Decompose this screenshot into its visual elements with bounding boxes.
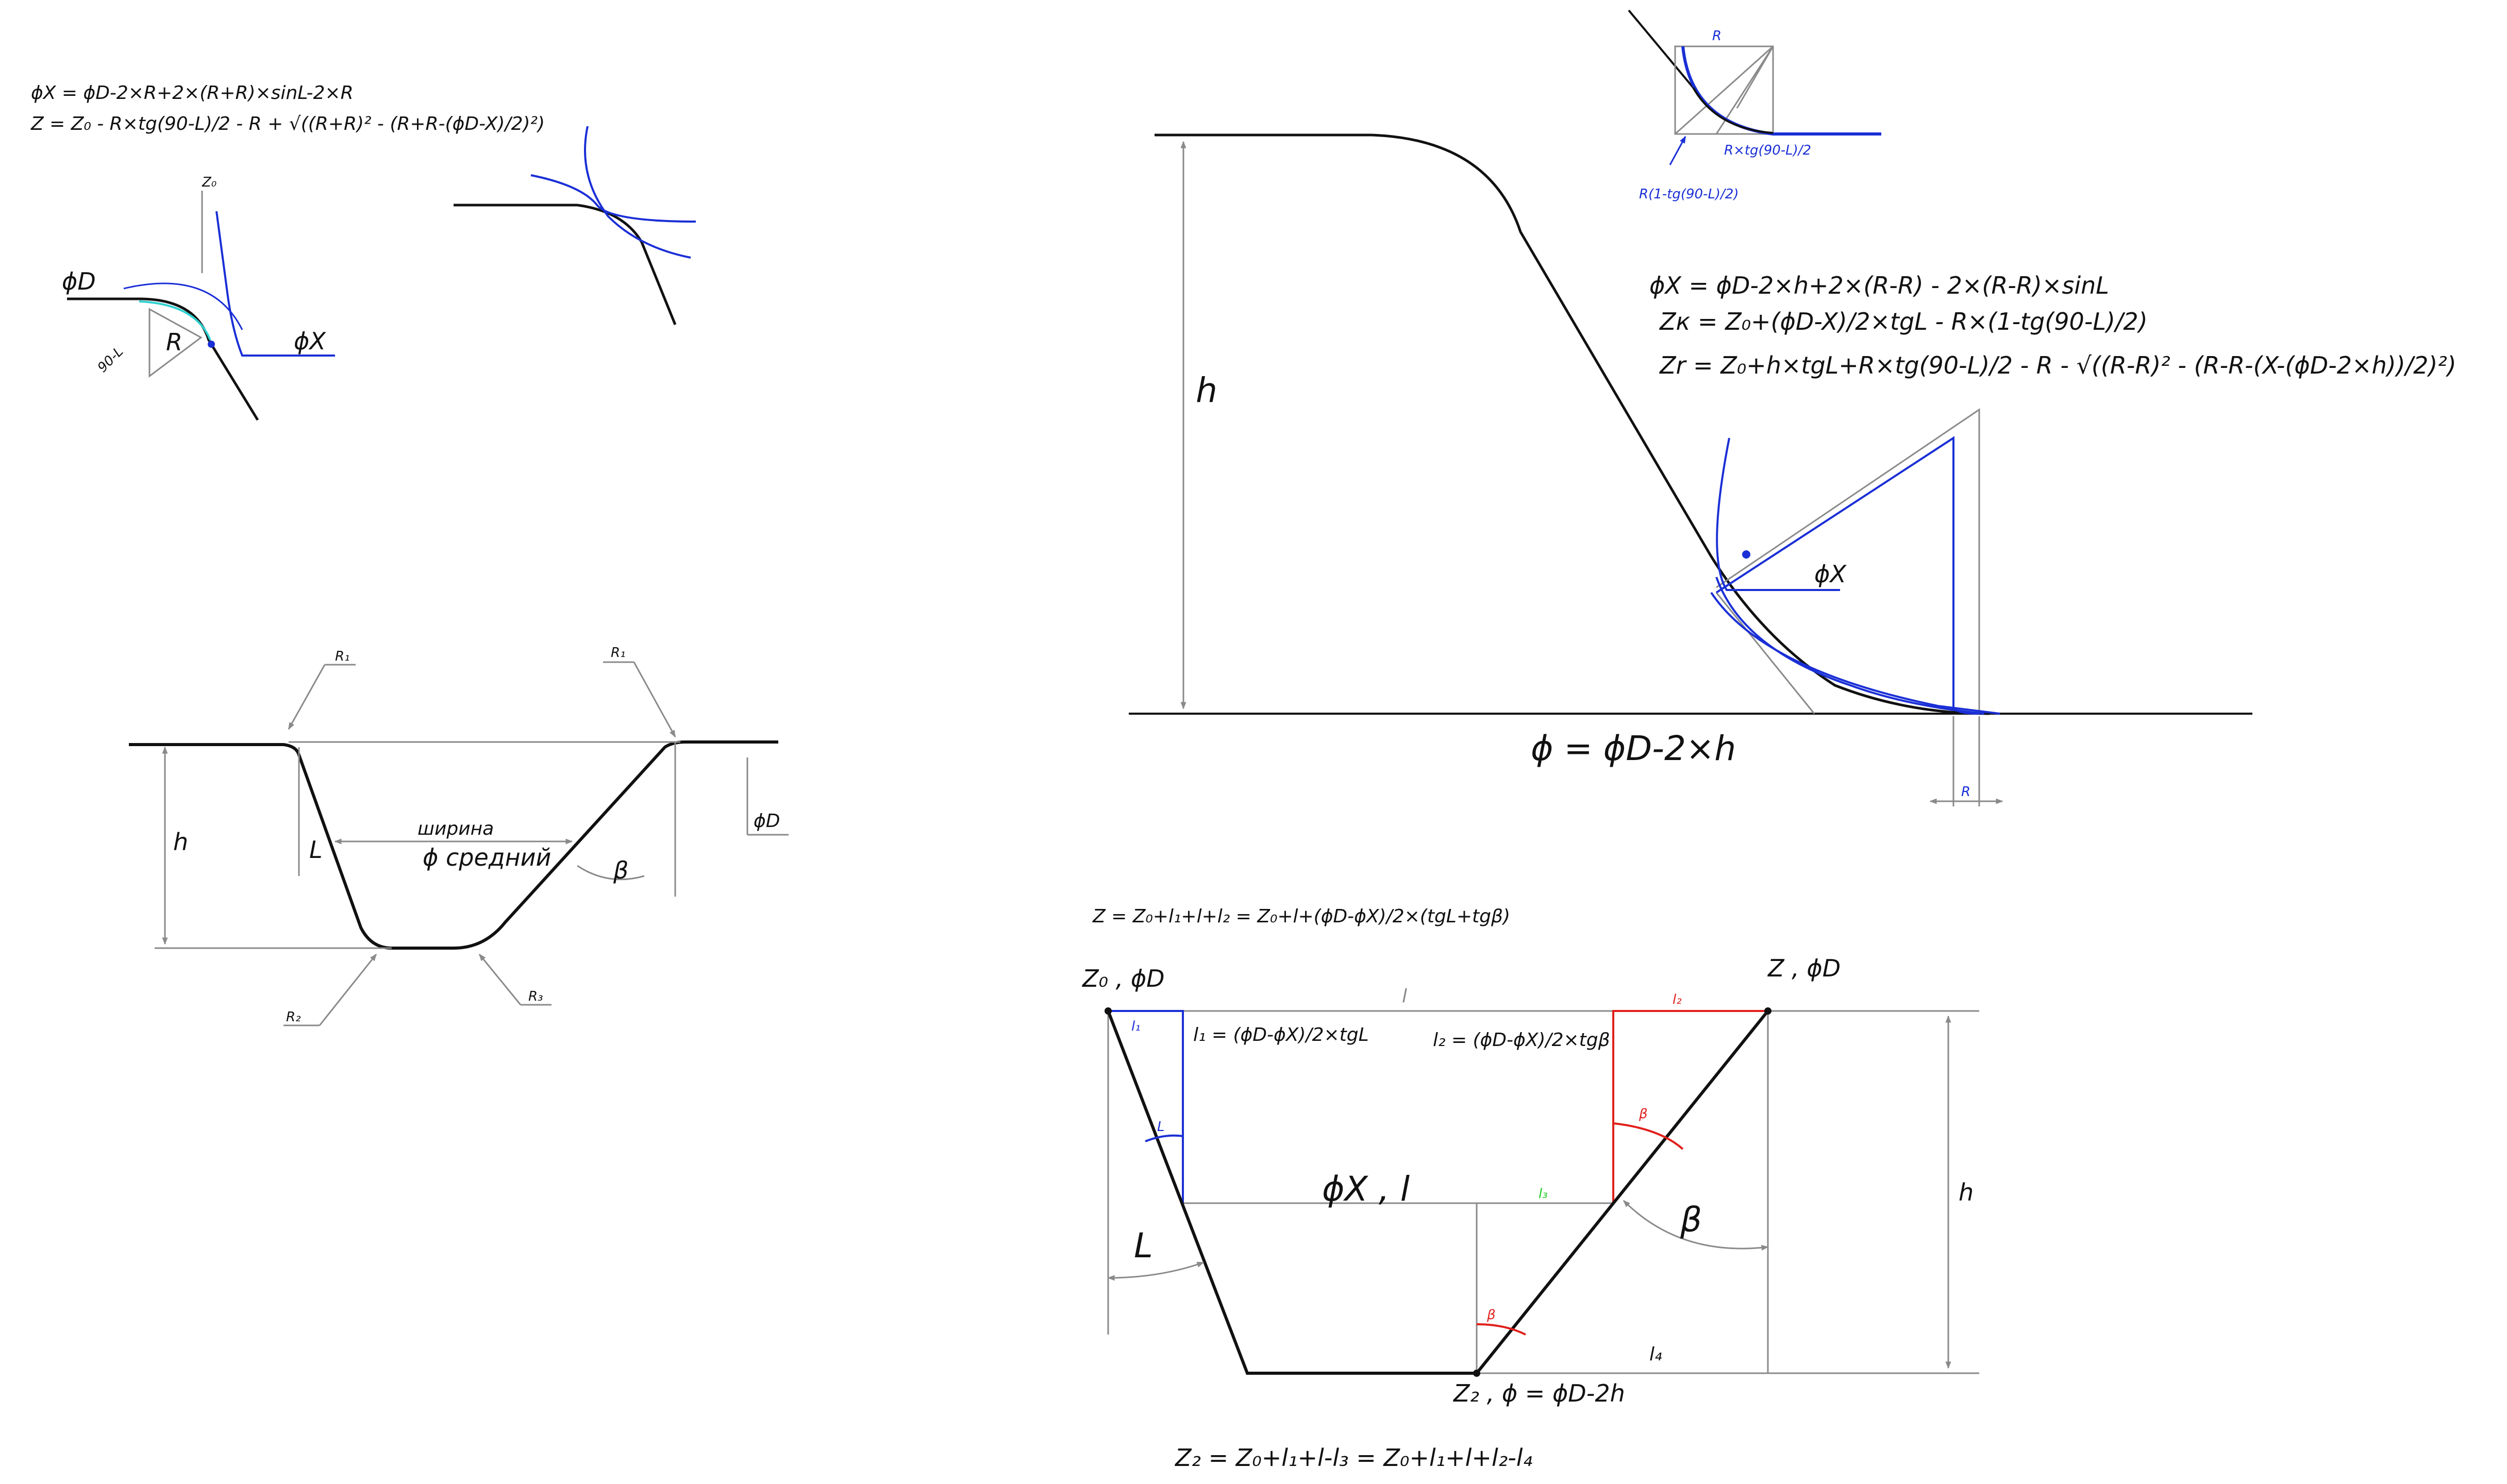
inset-label-r: R	[1712, 28, 1722, 44]
black-curve	[577, 204, 677, 325]
inset-label-r1: R(1-tg(90-L)/2)	[1639, 187, 1739, 202]
leader-r1-left	[288, 664, 326, 730]
alpha-big-arc	[1107, 1261, 1205, 1281]
label-z0: Z₀ , ϕD	[1081, 965, 1165, 992]
formula-phi-x: ϕX = ϕD-2×R+2×(R+R)×sinL-2×R	[31, 82, 354, 104]
label-r: R	[166, 328, 182, 356]
cyan-arc	[139, 300, 211, 341]
top-formula: Z = Z₀+l₁+l+l₂ = Z₀+l+(ϕD-ϕX)/2×(tgL+tgβ…	[1092, 906, 1510, 927]
label-phi-x: ϕX	[294, 327, 326, 355]
point-z0	[1105, 1007, 1112, 1015]
blue-curve-1	[530, 174, 696, 223]
center-dot	[1742, 550, 1750, 559]
blue-arc-outer	[123, 282, 243, 330]
label-z0: Z₀	[202, 175, 217, 190]
inset-leader	[1669, 136, 1686, 165]
label-l2: l₂	[1673, 992, 1682, 1007]
blue-fillet-line	[215, 211, 335, 357]
inset-arc-black	[1692, 87, 1774, 134]
sketch-groove: h L β ширина ϕ средний R₁ R₁ R₂ R₃ ϕD	[129, 645, 789, 1026]
sketch-trapezoid: Z = Z₀+l₁+l+l₂ = Z₀+l+(ϕD-ϕX)/2×(tgL+tgβ…	[1081, 906, 1979, 1472]
label-l1: l₁	[1131, 1019, 1141, 1034]
bottom-formula: Z₂ = Z₀+l₁+l-l₃ = Z₀+l₁+l+l₂-l₄	[1174, 1444, 1532, 1472]
label-l1-formula: l₁ = (ϕD-ϕX)/2×tgL	[1193, 1024, 1369, 1045]
label-z2: Z₂ , ϕ = ϕD-2h	[1452, 1379, 1625, 1407]
sketch-intersection	[454, 126, 696, 325]
sketch-fillet-big: h ϕ = ϕD-2×h ϕX R ϕX = ϕD-2×h+2×(R-R) - …	[1129, 9, 2456, 806]
label-alpha-big: L	[1134, 1226, 1153, 1266]
label-beta-small2: β	[1486, 1307, 1496, 1323]
blue-curve-2	[584, 126, 691, 259]
label-r1-right: R₁	[611, 645, 626, 661]
construct-triangle-outer	[1716, 408, 1980, 714]
leader-r3	[478, 953, 522, 1005]
label-r-dim: R	[1961, 784, 1970, 800]
label-r3: R₃	[528, 989, 543, 1004]
trapezoid-profile	[1107, 1010, 1769, 1375]
label-width: ширина	[417, 818, 494, 839]
label-l2-formula: l₂ = (ϕD-ϕX)/2×tgβ	[1433, 1030, 1610, 1051]
label-phi: ϕ = ϕD-2×h	[1531, 729, 1736, 768]
label-phi-mid: ϕ средний	[423, 844, 551, 871]
label-phi-d: ϕD	[62, 267, 96, 295]
center-dot	[208, 341, 215, 348]
label-h: h	[1196, 370, 1217, 410]
leader-r1-right	[633, 662, 676, 738]
label-beta-small: β	[1639, 1106, 1648, 1122]
blue-curve-c	[1710, 592, 2000, 715]
label-h: h	[173, 828, 188, 856]
beta-small-arc	[1613, 1122, 1684, 1150]
label-r1-left: R₁	[335, 649, 350, 664]
formula-z: Z = Z₀ - R×tg(90-L)/2 - R + √((R+R)² - (…	[30, 113, 545, 134]
beta-big-arc	[1623, 1200, 1769, 1251]
construct-diagonal	[1715, 592, 1815, 714]
beta-arc	[577, 865, 645, 881]
label-phi-d: ϕD	[754, 811, 780, 832]
blue-triangle	[1715, 436, 1980, 715]
inset-slope	[1628, 9, 1694, 89]
inset-construction: R R×tg(90-L)/2 R(1-tg(90-L)/2)	[1628, 9, 1881, 202]
label-phi-x-l: ϕX , l	[1322, 1169, 1410, 1209]
blue-curve-b	[1715, 577, 1985, 715]
point-z	[1764, 1007, 1771, 1015]
label-beta-big: β	[1680, 1200, 1702, 1240]
blue-curve-a	[1716, 437, 1840, 591]
inset-arc	[1681, 46, 1881, 136]
formula-phi-x: ϕX = ϕD-2×h+2×(R-R) - 2×(R-R)×sinL	[1649, 272, 2109, 299]
label-l4: l₄	[1649, 1344, 1662, 1365]
label-alpha-small: L	[1157, 1119, 1165, 1135]
label-r2: R₂	[286, 1009, 301, 1025]
label-angle: 90-L	[95, 344, 126, 376]
label-beta: β	[613, 856, 628, 884]
leader-r2	[319, 953, 377, 1026]
inset-diag3	[1736, 46, 1774, 109]
construct-triangle	[148, 308, 203, 378]
inset-square	[1674, 45, 1774, 135]
label-alpha: L	[309, 836, 323, 864]
formula-zr: Zr = Z₀+h×tgL+R×tg(90-L)/2 - R - √((R-R)…	[1659, 351, 2456, 379]
l1-box	[1108, 1010, 1184, 1203]
label-l-top: l	[1402, 986, 1407, 1007]
label-phi-x: ϕX	[1814, 560, 1847, 588]
groove-profile	[129, 740, 778, 950]
label-h: h	[1959, 1178, 1974, 1206]
formula-zk: Zк = Z₀+(ϕD-X)/2×tgL - R×(1-tg(90-L)/2)	[1659, 308, 2148, 335]
alpha-small-arc	[1145, 1134, 1183, 1142]
beta-small2-arc	[1476, 1323, 1526, 1336]
big-profile	[1371, 133, 1990, 715]
label-z: Z , ϕD	[1767, 954, 1841, 982]
inset-diag1	[1674, 45, 1774, 135]
sketch-fillet-small: ϕX = ϕD-2×R+2×(R+R)×sinL-2×R Z = Z₀ - R×…	[30, 82, 545, 421]
label-l3: l₃	[1539, 1186, 1548, 1202]
inset-label-rtg: R×tg(90-L)/2	[1724, 143, 1811, 158]
point-z2	[1473, 1370, 1480, 1377]
l2-box	[1612, 1010, 1768, 1203]
